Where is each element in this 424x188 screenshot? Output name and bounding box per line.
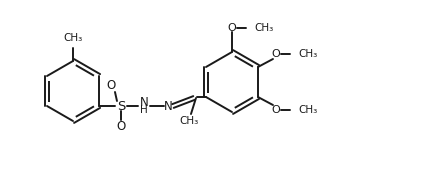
Text: O: O (116, 121, 126, 133)
Text: S: S (117, 99, 125, 112)
Text: CH₃: CH₃ (254, 23, 273, 33)
Text: CH₃: CH₃ (63, 33, 83, 43)
Text: O: O (272, 49, 280, 59)
Text: O: O (106, 79, 116, 92)
Text: O: O (272, 105, 280, 115)
Text: N: N (164, 99, 172, 112)
Text: CH₃: CH₃ (298, 49, 317, 59)
Text: O: O (228, 23, 236, 33)
Text: N: N (139, 96, 148, 108)
Text: CH₃: CH₃ (298, 105, 317, 115)
Text: CH₃: CH₃ (179, 116, 198, 126)
Text: H: H (140, 105, 148, 115)
